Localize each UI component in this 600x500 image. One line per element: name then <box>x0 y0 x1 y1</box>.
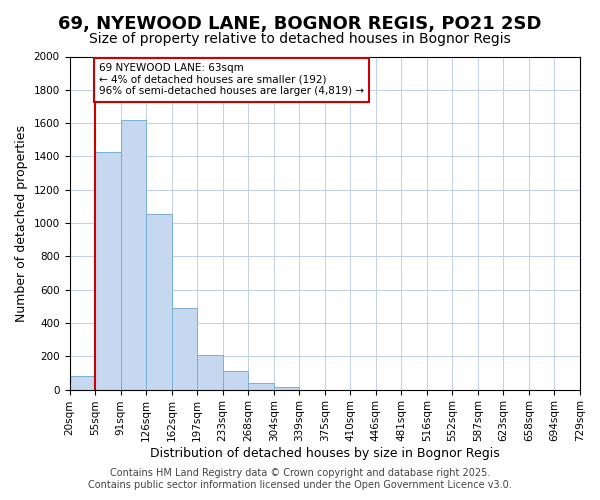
Bar <box>121 120 146 390</box>
Text: 69, NYEWOOD LANE, BOGNOR REGIS, PO21 2SD: 69, NYEWOOD LANE, BOGNOR REGIS, PO21 2SD <box>58 15 542 33</box>
Bar <box>274 387 299 390</box>
Text: Contains HM Land Registry data © Crown copyright and database right 2025.
Contai: Contains HM Land Registry data © Crown c… <box>88 468 512 490</box>
Bar <box>248 383 274 390</box>
X-axis label: Distribution of detached houses by size in Bognor Regis: Distribution of detached houses by size … <box>150 447 500 460</box>
Bar <box>223 372 248 390</box>
Bar <box>197 356 223 390</box>
Bar <box>146 214 172 390</box>
Bar <box>172 308 197 390</box>
Text: Size of property relative to detached houses in Bognor Regis: Size of property relative to detached ho… <box>89 32 511 46</box>
Bar <box>95 152 121 390</box>
Bar <box>70 376 95 390</box>
Y-axis label: Number of detached properties: Number of detached properties <box>15 124 28 322</box>
Text: 69 NYEWOOD LANE: 63sqm
← 4% of detached houses are smaller (192)
96% of semi-det: 69 NYEWOOD LANE: 63sqm ← 4% of detached … <box>99 63 364 96</box>
